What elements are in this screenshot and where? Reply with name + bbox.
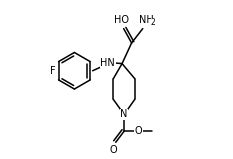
Text: N: N [120, 110, 128, 119]
Text: HO: HO [114, 15, 129, 25]
Text: NH: NH [139, 15, 154, 25]
Text: F: F [50, 66, 55, 76]
Text: O: O [135, 126, 142, 136]
Text: O: O [110, 145, 117, 155]
Text: 2: 2 [151, 18, 156, 27]
Text: HN: HN [100, 58, 115, 68]
